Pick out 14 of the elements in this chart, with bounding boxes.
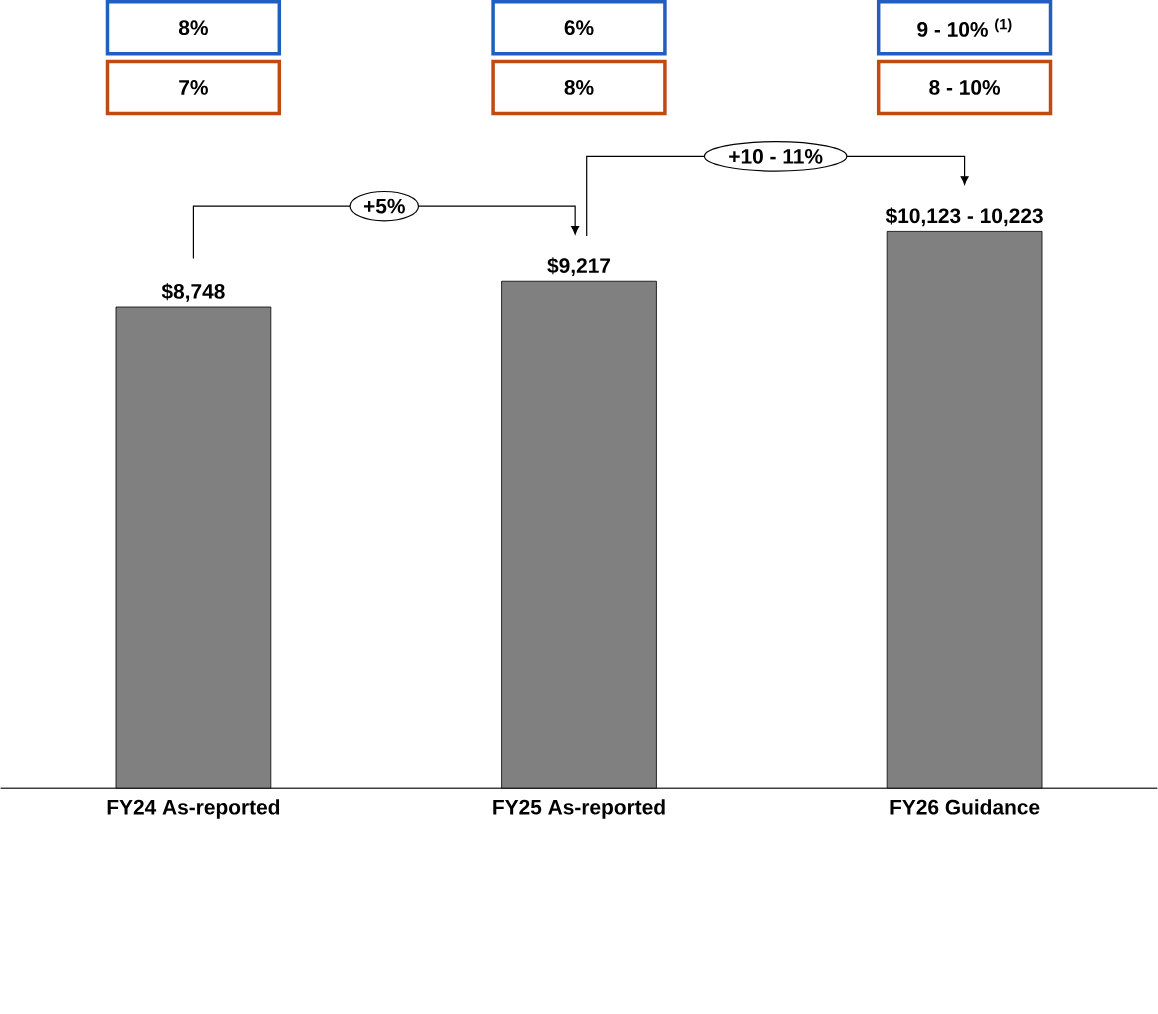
text: 8% [178,20,208,36]
text: 6% [564,20,594,36]
data-label: $10,123 - 10,223 [885,207,1043,227]
data-label: $8,748 [161,283,225,303]
text: 9 - 10% $^{(1)}$ [917,18,1012,38]
text: +5% [363,199,405,214]
text: 8% [564,80,594,96]
text: 7% [179,80,208,96]
x-tick-label: FY25 As-reported [493,799,665,819]
data-label: $9,217 [547,257,611,277]
x-tick-label: FY26 Guidance [890,799,1040,815]
text: 8 - 10% [929,80,1001,96]
text: +10 - 11% [729,149,823,164]
x-tick-label: FY24 As-reported [107,799,280,819]
